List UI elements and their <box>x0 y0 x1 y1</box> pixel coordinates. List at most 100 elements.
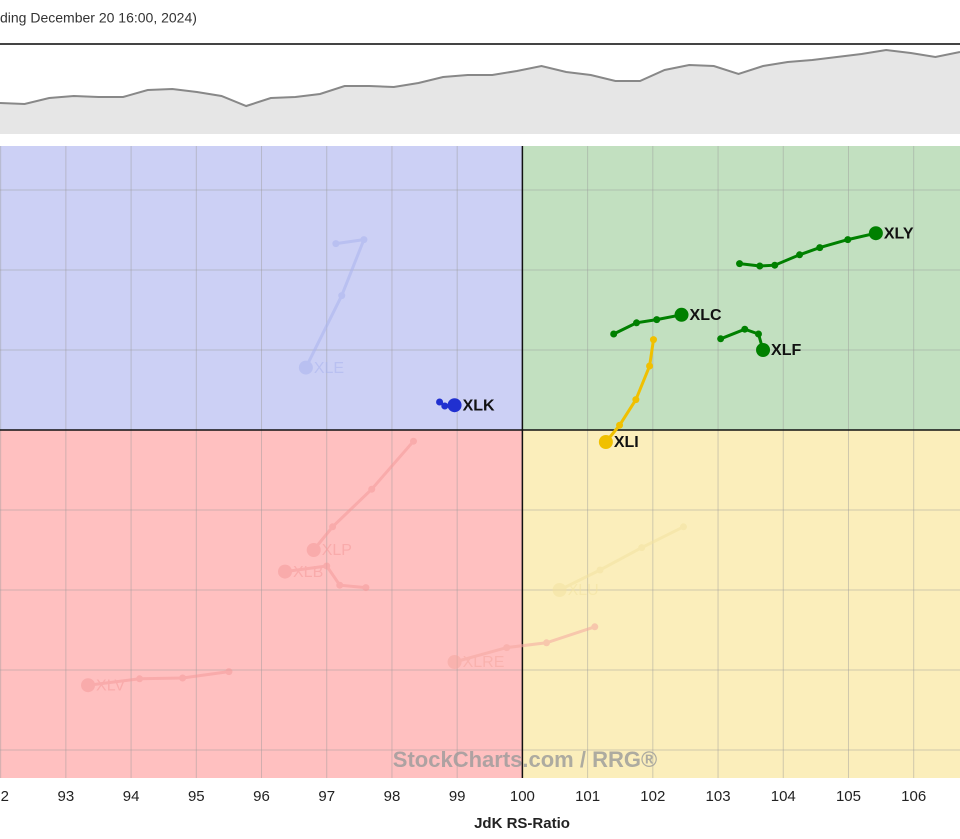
trail-point <box>409 437 417 445</box>
trail-line <box>284 564 367 590</box>
trail: XLP <box>306 437 417 559</box>
trail-point <box>616 421 624 429</box>
x-tick-label: 105 <box>836 788 861 805</box>
x-tick-label: 96 <box>253 788 270 805</box>
x-axis-label: JdK RS-Ratio <box>474 815 570 832</box>
trail-point <box>596 566 604 574</box>
area-fill <box>0 50 960 134</box>
x-tick-label: 95 <box>188 788 205 805</box>
trail-point <box>441 402 449 410</box>
trail-point <box>632 396 640 404</box>
trail-line <box>304 237 367 369</box>
trail-point <box>674 307 689 322</box>
x-tick-label: 94 <box>123 788 140 805</box>
trail: XLRE <box>447 623 599 671</box>
trail-point <box>543 639 551 647</box>
series-label: XLP <box>322 542 352 559</box>
watermark: StockCharts.com / RRG® <box>393 747 657 772</box>
series-label: XLY <box>884 225 914 242</box>
trail-line <box>454 625 596 664</box>
trail-point <box>278 564 292 579</box>
trail: XLB <box>278 562 370 592</box>
trail-point <box>844 236 852 244</box>
trail: XLV <box>81 668 233 694</box>
series-label: XLF <box>771 342 801 359</box>
x-tick-label: 101 <box>575 788 600 805</box>
trail-point <box>633 319 641 327</box>
series-label: XLK <box>463 397 495 414</box>
trail-point <box>816 244 824 252</box>
series-label: XLV <box>96 677 125 694</box>
trail-point <box>329 523 337 531</box>
quadrant-lagging <box>0 430 523 778</box>
trail-point <box>306 543 321 557</box>
trail-point <box>447 398 462 413</box>
trail-point <box>754 330 762 338</box>
trail-point <box>771 261 779 269</box>
trail-point <box>362 584 370 592</box>
trail-line <box>613 313 682 336</box>
trail-point <box>332 240 340 248</box>
trail-point <box>646 362 654 370</box>
quadrant-leading <box>522 146 960 430</box>
trail-line <box>312 440 415 551</box>
trail-point <box>610 330 618 338</box>
series-label: XLE <box>314 360 344 377</box>
trail-point <box>338 292 346 300</box>
trail-point <box>638 544 646 552</box>
x-tick-label: 102 <box>640 788 665 805</box>
series-label: XLU <box>568 582 599 599</box>
trail-point <box>736 260 744 268</box>
trail: XLC <box>610 307 722 338</box>
series-label: XLC <box>690 307 722 324</box>
trail-point <box>136 675 144 683</box>
series-label: XLI <box>614 434 639 451</box>
trail-line <box>558 525 685 592</box>
series-label: XLB <box>293 564 323 581</box>
quadrant-improving <box>0 146 523 430</box>
trail-point <box>598 435 613 449</box>
trail-point <box>360 236 368 244</box>
x-tick-label: 92 <box>0 788 9 805</box>
trail-point <box>756 343 771 357</box>
trail-point <box>741 325 749 333</box>
trail-point <box>552 583 567 597</box>
trail-line <box>720 327 765 351</box>
trail-point <box>503 644 511 652</box>
trail: XLY <box>736 225 914 270</box>
x-tick-label: 97 <box>318 788 335 805</box>
trail-point <box>81 678 96 693</box>
trail-point <box>179 674 187 682</box>
trail: XLU <box>552 523 687 599</box>
x-tick-label: 99 <box>449 788 466 805</box>
trail: XLF <box>717 325 801 359</box>
x-tick-label: 103 <box>706 788 731 805</box>
trail-point <box>298 360 313 375</box>
x-tick-label: 93 <box>58 788 75 805</box>
trail-point <box>591 623 599 631</box>
trail-point <box>653 316 661 324</box>
trail-point <box>796 251 804 259</box>
trail: XLE <box>298 236 368 377</box>
trail-point <box>447 655 462 669</box>
trail: XLK <box>436 397 495 414</box>
trail-point <box>368 485 376 493</box>
series-label: XLRE <box>463 654 505 671</box>
quadrant-weakening <box>522 430 960 778</box>
trail-point <box>225 668 233 676</box>
trail-point <box>868 226 883 241</box>
trail-line <box>87 670 230 687</box>
trail-point <box>679 523 687 531</box>
x-tick-label: 100 <box>510 788 535 805</box>
trail-point <box>436 398 444 406</box>
x-tick-label: 98 <box>384 788 401 805</box>
x-tick-label: 104 <box>771 788 796 805</box>
trail-point <box>756 262 764 270</box>
trail-point <box>323 562 331 570</box>
trail: XLI <box>598 336 657 451</box>
area-line <box>0 48 960 108</box>
trail-point <box>649 336 657 344</box>
trail-point <box>717 335 725 343</box>
